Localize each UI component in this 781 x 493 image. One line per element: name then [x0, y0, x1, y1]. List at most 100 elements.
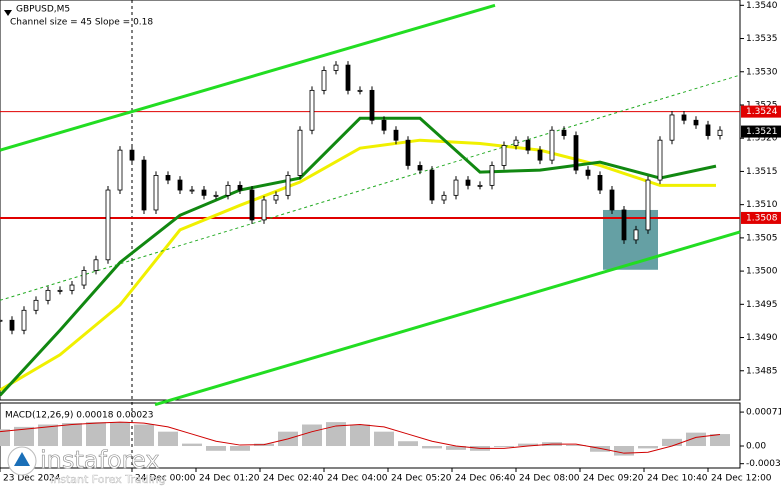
logo-mark: [14, 452, 30, 466]
x-tick-label: 24 Dec 04:00: [327, 474, 388, 484]
candle: [177, 179, 183, 191]
candle: [81, 270, 87, 286]
candle: [9, 319, 15, 331]
candle: [249, 189, 255, 221]
y-tick-label: 1.3505: [746, 233, 778, 243]
candle: [321, 70, 327, 91]
candle: [477, 184, 483, 187]
x-tick-label: 23 Dec 2024: [3, 474, 61, 484]
candle: [153, 175, 159, 211]
y-tick-label: 1.3500: [746, 267, 778, 277]
candle: [141, 159, 147, 211]
level-label: 1.3508: [746, 213, 778, 223]
candle: [261, 199, 267, 221]
y-tick-label: 1.3535: [746, 34, 778, 44]
macd-y-tick-label: 0.00071: [746, 408, 781, 418]
x-tick-label: 24 Dec 00:00: [135, 474, 196, 484]
candle: [585, 169, 591, 176]
macd-bar: [326, 422, 346, 447]
y-tick-label: 1.3485: [746, 366, 778, 376]
macd-bar: [710, 434, 730, 447]
y-tick-label: 1.3530: [746, 67, 778, 77]
macd-bar: [14, 426, 34, 447]
candle: [57, 289, 63, 292]
candle: [717, 129, 723, 136]
candle: [129, 149, 135, 161]
candle: [213, 194, 219, 197]
macd-bar: [134, 424, 154, 447]
logo-text: instaforex: [40, 446, 160, 474]
macd-bar: [662, 438, 682, 447]
candle: [657, 139, 663, 181]
candle: [405, 139, 411, 166]
macd-bar: [206, 446, 226, 451]
macd-bar: [422, 446, 442, 449]
candle: [525, 139, 531, 151]
candle: [273, 194, 279, 201]
main-panel: [0, 0, 741, 401]
candle: [357, 89, 363, 92]
x-tick-label: 24 Dec 02:40: [263, 474, 324, 484]
macd-bar: [446, 446, 466, 450]
candle: [645, 179, 651, 231]
macd-bar: [302, 424, 322, 447]
candle: [513, 139, 519, 146]
x-tick-label: 24 Dec 10:40: [647, 474, 708, 484]
level-label-box: [741, 211, 781, 224]
candle: [441, 194, 447, 201]
candle: [21, 309, 27, 331]
candle: [669, 114, 675, 141]
x-tick-label: 24 Dec 05:20: [391, 474, 452, 484]
y-tick-label: 1.3525: [746, 100, 778, 110]
line-series: [154, 230, 741, 407]
line-series: [0, 138, 716, 392]
candle: [285, 175, 291, 196]
y-tick-label: 1.3515: [746, 167, 778, 177]
candle: [117, 149, 123, 191]
candle: [93, 259, 99, 271]
macd-bar: [350, 424, 370, 447]
candle: [465, 179, 471, 186]
menu-arrow[interactable]: [4, 10, 12, 16]
y-tick-label: 1.3510: [746, 200, 778, 210]
macd-bar: [38, 424, 58, 447]
candle: [417, 165, 423, 171]
candle: [693, 119, 699, 126]
candle: [573, 135, 579, 171]
x-tick-label: 24 Dec 12:00: [711, 474, 772, 484]
line-series: [0, 74, 741, 301]
macd-y-tick-label: -0.00037: [746, 459, 781, 469]
level-label-box: [741, 125, 781, 138]
logo-tagline: Instant Forex Trading: [50, 473, 166, 486]
candle: [681, 114, 687, 121]
macd-bar: [86, 422, 106, 447]
candle: [369, 89, 375, 121]
candle: [345, 64, 351, 91]
y-tick-label: 1.3490: [746, 333, 778, 343]
candle: [225, 184, 231, 196]
macd-bar: [374, 431, 394, 447]
candle: [69, 284, 75, 291]
macd-bar: [230, 446, 250, 451]
macd-bar: [398, 441, 418, 447]
macd-signal: [0, 421, 721, 454]
line-series: [0, 3, 496, 152]
candle: [489, 165, 495, 186]
candle: [633, 229, 639, 241]
macd-bar: [62, 423, 82, 447]
macd-bar: [566, 445, 586, 447]
candle: [105, 189, 111, 261]
candle: [201, 189, 207, 196]
y-tick-label: 1.3540: [746, 1, 778, 11]
candle: [537, 149, 543, 161]
level-label: 1.3521: [746, 127, 778, 137]
candle: [609, 189, 615, 211]
candle: [429, 169, 435, 201]
macd-bar: [494, 446, 514, 447]
x-tick-label: 24 Dec 09:20: [583, 474, 644, 484]
line-series: [0, 116, 717, 397]
logo: instaforex Instant Forex Trading: [7, 446, 166, 486]
macd-bar: [686, 432, 706, 447]
candle: [381, 119, 387, 131]
